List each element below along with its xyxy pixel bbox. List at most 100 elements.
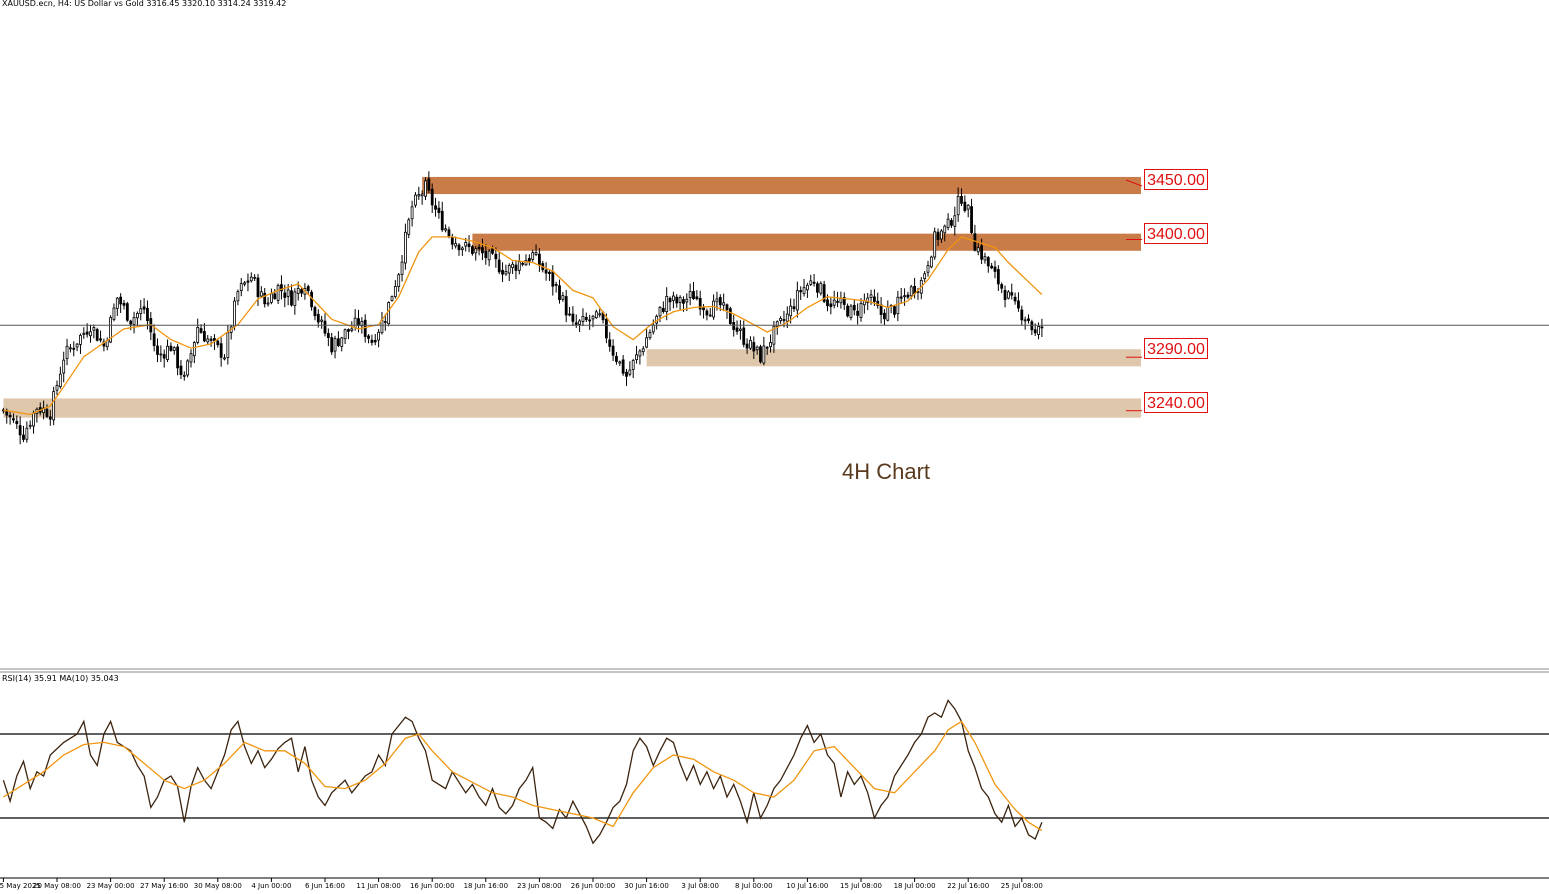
candle-body [517,261,521,271]
candle-body [983,256,987,261]
candle-body [454,243,458,247]
candle-body [584,317,588,320]
candle-body [427,178,431,191]
candle-body [527,258,531,262]
candle-body [142,306,146,310]
candle-body [239,283,243,292]
x-tick-label: 25 Jul 08:00 [1000,882,1043,890]
candle-body [809,280,813,285]
candle-body [605,318,608,339]
candle-body [799,290,803,293]
candle-body [316,313,320,323]
candle-body [581,315,585,322]
candle-body [45,408,49,417]
candle-body [564,296,568,316]
candle-body [246,280,250,283]
candle-body [460,247,464,251]
candle-body [353,317,357,328]
candle-body [819,282,823,294]
candle-body [403,231,407,264]
candle-body [976,247,980,253]
candle-body [940,230,943,240]
candle-body [85,331,89,335]
candle-body [115,297,119,309]
candle-body [883,312,886,320]
candle-body [641,348,645,353]
candle-body [588,319,592,322]
candle-body [521,262,525,265]
candle-body [1013,296,1017,302]
candle-body [990,265,994,269]
candle-body [839,298,843,304]
rsi-title: RSI(14) 35.91 MA(10) 35.043 [2,674,119,683]
candle-body [390,296,394,301]
candle-body [789,305,793,317]
candle-body [417,194,421,197]
candle-body [772,325,776,345]
candle-body [464,242,468,247]
candle-body [836,300,839,303]
candle-body [400,261,404,275]
candle-body [665,296,669,313]
candle-body [842,297,846,305]
candle-body [196,326,200,343]
level-label-3240: 3240.00 [1144,392,1208,413]
candle-body [72,347,76,350]
candle-body [1033,329,1037,334]
x-tick-label: 4 Jun 00:00 [251,882,292,890]
zone-3290.00 [646,349,1141,367]
candle-body [491,248,494,254]
candle-body [551,271,555,287]
candle-body [347,329,350,332]
candle-body [611,345,615,356]
level-tick-3450.00 [1125,179,1143,187]
candle-body [846,305,849,317]
x-tick-label: 20 May 08:00 [32,882,82,890]
candle-body [993,266,997,272]
candle-body [621,359,625,374]
candle-body [350,328,354,331]
candle-body [52,391,56,421]
candle-body [477,246,481,250]
zone-3450.00 [422,176,1141,195]
level-label-3290: 3290.00 [1144,338,1208,359]
candle-body [1020,309,1024,321]
candle-body [554,283,558,286]
candle-body [259,291,263,297]
candle-body [735,327,739,332]
candle-body [946,218,950,229]
candle-body [715,298,719,303]
candle-body [802,287,806,294]
candle-body [182,374,186,377]
candle-body [470,246,474,254]
candle-body [48,416,52,420]
candle-body [82,332,86,335]
candle-body [534,252,538,255]
candle-body [658,306,662,317]
candle-body [383,321,387,323]
candle-body [1017,300,1020,309]
candle-body [511,263,515,268]
candle-body [923,273,927,280]
rsi-line [2,699,1043,845]
candle-body [1007,291,1010,299]
candle-body [226,332,230,358]
candle-body [548,271,551,275]
candle-body [742,327,746,345]
rsi-ma-line [3,720,1043,832]
candle-body [615,355,618,362]
candle-body [159,353,163,356]
candle-body [792,306,796,310]
candle-body [219,343,223,358]
candle-body [852,304,856,311]
candle-body [216,340,220,346]
candle-body [306,286,310,292]
candle-body [571,313,575,322]
zone-3400.00 [472,233,1141,251]
candle-body [467,243,471,248]
x-tick-label: 30 Jun 16:00 [624,882,669,890]
candle-body [728,308,732,324]
candle-body [695,296,699,300]
candle-body [722,302,726,306]
